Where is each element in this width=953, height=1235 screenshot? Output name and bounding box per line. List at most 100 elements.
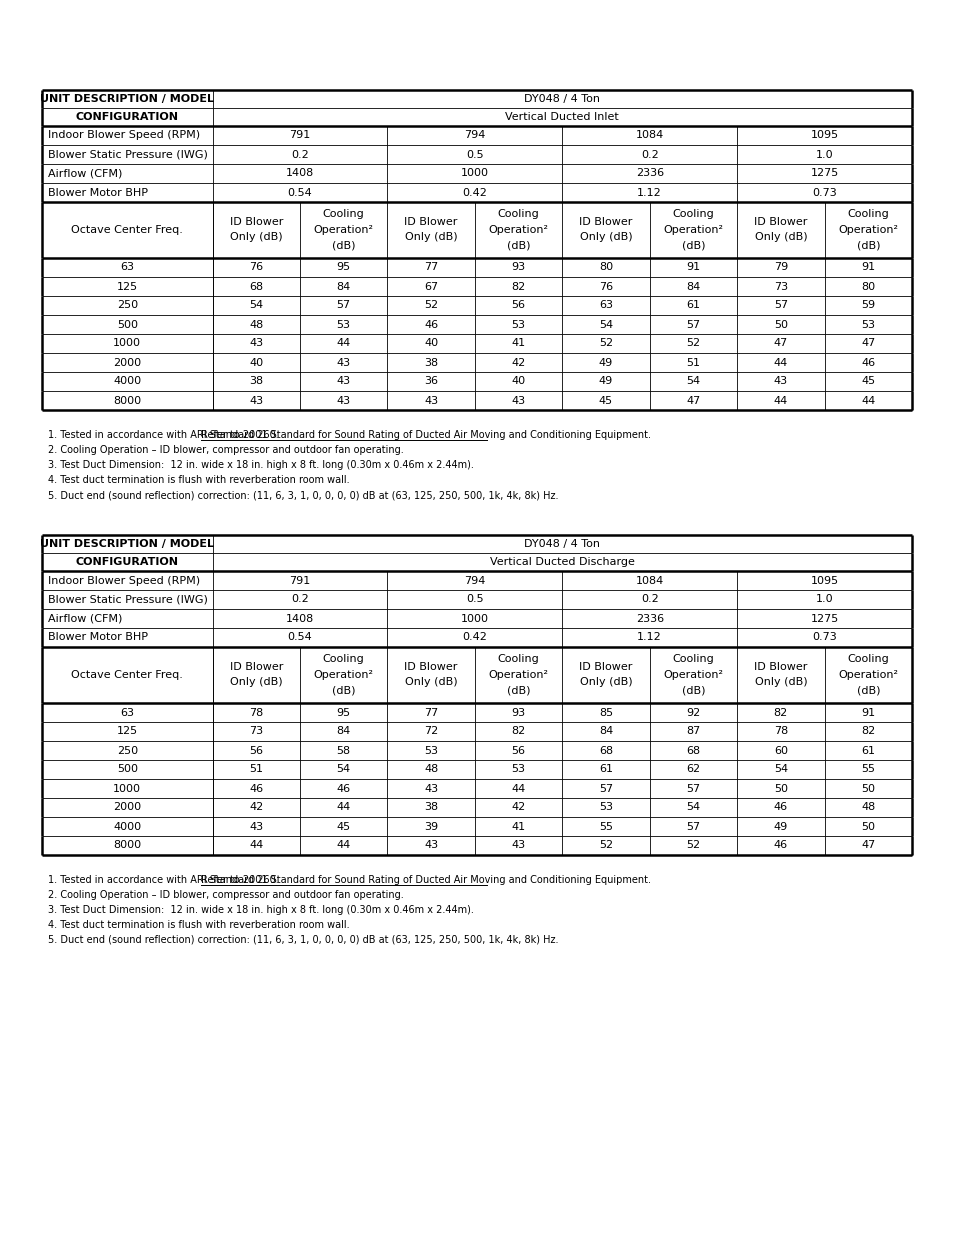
Text: 794: 794 xyxy=(464,131,485,141)
Text: 0.73: 0.73 xyxy=(811,632,836,642)
Text: 8000: 8000 xyxy=(113,841,141,851)
Text: 2336: 2336 xyxy=(635,168,663,179)
Text: 43: 43 xyxy=(336,395,351,405)
Text: 52: 52 xyxy=(685,841,700,851)
Text: 1000: 1000 xyxy=(460,168,488,179)
Text: 82: 82 xyxy=(861,726,875,736)
Text: 43: 43 xyxy=(336,357,351,368)
Text: 80: 80 xyxy=(861,282,875,291)
Text: 0.5: 0.5 xyxy=(465,594,483,604)
Text: 77: 77 xyxy=(423,263,437,273)
Text: 91: 91 xyxy=(685,263,700,273)
Text: Airflow (CFM): Airflow (CFM) xyxy=(48,614,122,624)
Text: 46: 46 xyxy=(249,783,263,794)
Text: 40: 40 xyxy=(249,357,263,368)
Text: 55: 55 xyxy=(861,764,874,774)
Text: 50: 50 xyxy=(861,821,874,831)
Text: 61: 61 xyxy=(861,746,874,756)
Text: 47: 47 xyxy=(685,395,700,405)
Text: 63: 63 xyxy=(120,263,134,273)
Text: 67: 67 xyxy=(423,282,437,291)
Text: (dB): (dB) xyxy=(506,685,530,695)
Text: Airflow (CFM): Airflow (CFM) xyxy=(48,168,122,179)
Text: (dB): (dB) xyxy=(506,241,530,251)
Text: 43: 43 xyxy=(336,377,351,387)
Text: 45: 45 xyxy=(861,377,875,387)
Text: Indoor Blower Speed (RPM): Indoor Blower Speed (RPM) xyxy=(48,576,200,585)
Text: Vertical Ducted Inlet: Vertical Ducted Inlet xyxy=(505,112,618,122)
Text: 1275: 1275 xyxy=(810,168,838,179)
Text: Cooling: Cooling xyxy=(846,655,888,664)
Text: 46: 46 xyxy=(773,803,787,813)
Text: 500: 500 xyxy=(116,320,137,330)
Text: 38: 38 xyxy=(249,377,263,387)
Text: 0.54: 0.54 xyxy=(287,632,312,642)
Text: ID Blower: ID Blower xyxy=(754,662,806,672)
Text: 54: 54 xyxy=(685,803,700,813)
Text: 46: 46 xyxy=(423,320,437,330)
Text: 4000: 4000 xyxy=(113,377,141,387)
Text: 60: 60 xyxy=(773,746,787,756)
Text: 93: 93 xyxy=(511,708,525,718)
Text: 53: 53 xyxy=(598,803,613,813)
Text: ID Blower: ID Blower xyxy=(578,216,632,226)
Text: 82: 82 xyxy=(511,726,525,736)
Text: Only (dB): Only (dB) xyxy=(230,677,282,687)
Text: 45: 45 xyxy=(336,821,351,831)
Text: 54: 54 xyxy=(336,764,351,774)
Text: CONFIGURATION: CONFIGURATION xyxy=(75,112,178,122)
Text: 0.42: 0.42 xyxy=(462,188,487,198)
Text: Cooling: Cooling xyxy=(497,655,538,664)
Text: 84: 84 xyxy=(336,726,351,736)
Text: 57: 57 xyxy=(685,821,700,831)
Text: 0.2: 0.2 xyxy=(640,149,658,159)
Text: 52: 52 xyxy=(685,338,700,348)
Text: 1. Tested in accordance with ARI Standard 260.: 1. Tested in accordance with ARI Standar… xyxy=(48,430,281,440)
Text: 125: 125 xyxy=(116,726,137,736)
Text: Only (dB): Only (dB) xyxy=(579,677,632,687)
Text: 41: 41 xyxy=(511,338,525,348)
Text: 43: 43 xyxy=(423,783,437,794)
Text: 76: 76 xyxy=(249,263,263,273)
Text: 54: 54 xyxy=(249,300,263,310)
Text: 44: 44 xyxy=(773,357,787,368)
Text: Operation²: Operation² xyxy=(488,671,548,680)
Text: 42: 42 xyxy=(249,803,263,813)
Text: Cooling: Cooling xyxy=(322,655,364,664)
Text: 4. Test duct termination is flush with reverberation room wall.: 4. Test duct termination is flush with r… xyxy=(48,920,349,930)
Text: 57: 57 xyxy=(598,783,613,794)
Text: 1095: 1095 xyxy=(810,576,838,585)
Text: 0.2: 0.2 xyxy=(291,149,309,159)
Text: 1000: 1000 xyxy=(460,614,488,624)
Text: Cooling: Cooling xyxy=(672,209,714,220)
Text: 0.5: 0.5 xyxy=(465,149,483,159)
Text: 1.0: 1.0 xyxy=(815,149,833,159)
Text: 44: 44 xyxy=(773,395,787,405)
Text: 44: 44 xyxy=(336,338,351,348)
Text: 62: 62 xyxy=(685,764,700,774)
Text: 77: 77 xyxy=(423,708,437,718)
Text: 68: 68 xyxy=(685,746,700,756)
Text: CONFIGURATION: CONFIGURATION xyxy=(75,557,178,567)
Text: UNIT DESCRIPTION / MODEL: UNIT DESCRIPTION / MODEL xyxy=(40,94,214,104)
Text: 56: 56 xyxy=(249,746,263,756)
Text: 0.2: 0.2 xyxy=(640,594,658,604)
Text: Indoor Blower Speed (RPM): Indoor Blower Speed (RPM) xyxy=(48,131,200,141)
Text: 43: 43 xyxy=(249,395,263,405)
Text: 51: 51 xyxy=(249,764,263,774)
Text: 39: 39 xyxy=(423,821,437,831)
Text: 84: 84 xyxy=(598,726,613,736)
Text: 68: 68 xyxy=(598,746,613,756)
Text: 54: 54 xyxy=(685,377,700,387)
Text: 50: 50 xyxy=(773,783,787,794)
Text: 5. Duct end (sound reflection) correction: (11, 6, 3, 1, 0, 0, 0, 0) dB at (63, : 5. Duct end (sound reflection) correctio… xyxy=(48,490,558,500)
Text: 95: 95 xyxy=(336,708,351,718)
Text: 54: 54 xyxy=(598,320,613,330)
Text: 91: 91 xyxy=(861,708,875,718)
Text: 52: 52 xyxy=(423,300,437,310)
Text: 95: 95 xyxy=(336,263,351,273)
Text: 4000: 4000 xyxy=(113,821,141,831)
Text: 57: 57 xyxy=(685,783,700,794)
Text: 85: 85 xyxy=(598,708,613,718)
Text: 82: 82 xyxy=(511,282,525,291)
